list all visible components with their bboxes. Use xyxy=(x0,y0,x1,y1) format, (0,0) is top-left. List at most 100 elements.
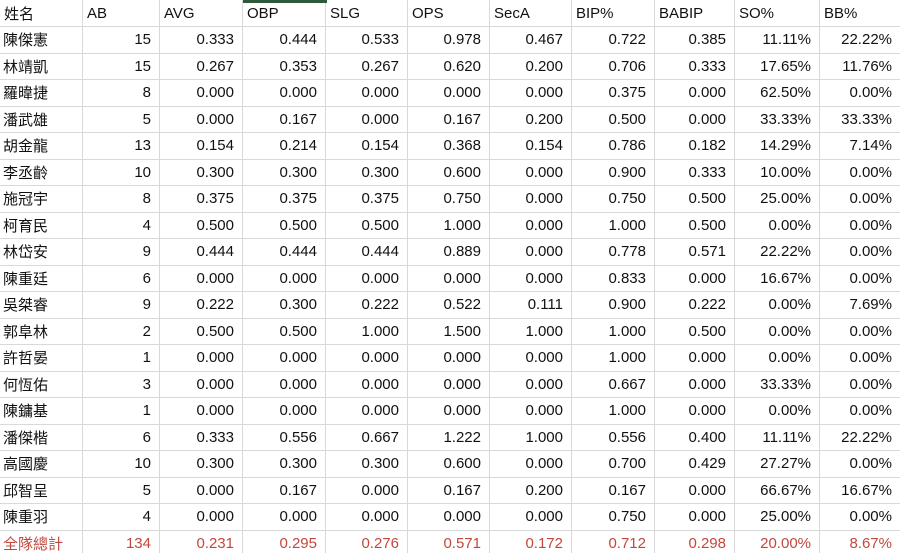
stat-cell[interactable]: 0.000 xyxy=(655,398,735,424)
stat-cell[interactable]: 1.222 xyxy=(408,424,490,450)
stat-cell[interactable]: 0.000 xyxy=(243,80,326,106)
stat-cell[interactable]: 0.000 xyxy=(160,504,243,530)
stat-cell[interactable]: 0.000 xyxy=(490,345,572,371)
stat-cell[interactable]: 0.00% xyxy=(849,455,892,473)
stat-cell[interactable]: 0.333 xyxy=(655,53,735,79)
stat-cell[interactable]: 15 xyxy=(83,27,160,53)
stat-cell[interactable]: 0.00% xyxy=(849,190,892,208)
stat-cell[interactable]: 0.200 xyxy=(490,53,572,79)
column-header-cell[interactable]: BABIP xyxy=(655,0,735,26)
stat-cell[interactable]: 0.231 xyxy=(160,530,243,553)
stat-cell[interactable]: 0.375 xyxy=(572,80,655,106)
stat-cell[interactable]: 0.750 xyxy=(572,186,655,212)
stat-cell[interactable]: 0.900 xyxy=(572,159,655,185)
column-header-cell[interactable]: AB xyxy=(83,0,160,26)
stat-cell[interactable]: 0.00% xyxy=(849,163,892,181)
player-name-cell[interactable]: 陳鏞基 xyxy=(0,398,83,424)
stat-cell[interactable]: 0.000 xyxy=(243,345,326,371)
stat-cell[interactable]: 0.154 xyxy=(326,133,408,159)
stat-cell[interactable]: 62.50% xyxy=(735,80,820,106)
player-name-cell[interactable]: 陳傑憲 xyxy=(0,27,83,53)
stat-cell[interactable]: 0.000 xyxy=(326,80,408,106)
stat-cell[interactable]: 0.600 xyxy=(408,159,490,185)
stat-cell[interactable]: 0.00% xyxy=(735,318,820,344)
stat-cell[interactable]: 0.712 xyxy=(572,530,655,553)
stat-cell[interactable]: 0.000 xyxy=(243,265,326,291)
stat-cell[interactable]: 0.000 xyxy=(490,186,572,212)
stat-cell[interactable]: 0.300 xyxy=(326,451,408,477)
stat-cell[interactable]: 0.111 xyxy=(490,292,572,318)
stat-cell[interactable]: 0.667 xyxy=(572,371,655,397)
player-name-cell[interactable]: 邱智呈 xyxy=(0,477,83,503)
column-header-cell[interactable]: SecA xyxy=(490,0,572,26)
stat-cell[interactable]: 0.620 xyxy=(408,53,490,79)
stat-cell[interactable]: 33.33% xyxy=(841,110,892,128)
stat-cell[interactable]: 0.167 xyxy=(243,477,326,503)
stat-cell[interactable]: 0.167 xyxy=(572,477,655,503)
stat-cell[interactable]: 0.444 xyxy=(326,239,408,265)
stat-cell[interactable]: 1.000 xyxy=(572,345,655,371)
column-header-cell[interactable]: 姓名 xyxy=(0,0,83,26)
stat-cell[interactable]: 1.000 xyxy=(572,318,655,344)
stat-cell[interactable]: 0.333 xyxy=(160,27,243,53)
stat-cell[interactable]: 0.500 xyxy=(243,318,326,344)
stat-cell[interactable]: 27.27% xyxy=(735,451,820,477)
stat-cell[interactable]: 0.385 xyxy=(655,27,735,53)
stat-cell[interactable]: 0.000 xyxy=(408,265,490,291)
stat-cell[interactable]: 0.000 xyxy=(490,398,572,424)
stat-cell[interactable]: 9 xyxy=(83,239,160,265)
stat-cell[interactable]: 0.182 xyxy=(655,133,735,159)
stat-cell[interactable]: 0.500 xyxy=(655,318,735,344)
stat-cell[interactable]: 0.300 xyxy=(243,292,326,318)
stat-cell[interactable]: 0.267 xyxy=(326,53,408,79)
stat-cell[interactable]: 1.500 xyxy=(408,318,490,344)
player-name-cell[interactable]: 高國慶 xyxy=(0,451,83,477)
stat-cell[interactable]: 0.00% xyxy=(849,375,892,393)
stat-cell[interactable]: 1.000 xyxy=(490,318,572,344)
column-header-cell[interactable]: OPS xyxy=(408,0,490,26)
stat-cell[interactable]: 0.500 xyxy=(160,212,243,238)
stat-cell[interactable]: 0.722 xyxy=(572,27,655,53)
stat-cell[interactable]: 0.889 xyxy=(408,239,490,265)
stat-cell[interactable]: 0.000 xyxy=(408,371,490,397)
player-name-cell[interactable]: 施冠宇 xyxy=(0,186,83,212)
stat-cell[interactable]: 9 xyxy=(83,292,160,318)
stat-cell[interactable]: 5 xyxy=(83,106,160,132)
stat-cell[interactable]: 16.67% xyxy=(841,481,892,499)
stat-cell[interactable]: 0.00% xyxy=(849,349,892,367)
player-name-cell[interactable]: 李丞齡 xyxy=(0,159,83,185)
stat-cell[interactable]: 0.00% xyxy=(735,345,820,371)
stat-cell[interactable]: 134 xyxy=(83,530,160,553)
stat-cell[interactable]: 0.276 xyxy=(326,530,408,553)
stat-cell[interactable]: 0.000 xyxy=(326,106,408,132)
stat-cell[interactable]: 33.33% xyxy=(735,371,820,397)
stat-cell[interactable]: 0.00% xyxy=(849,243,892,261)
column-header-cell[interactable]: BIP% xyxy=(572,0,655,26)
stat-cell[interactable]: 0.00% xyxy=(849,269,892,287)
stat-cell[interactable]: 8 xyxy=(83,80,160,106)
stat-cell[interactable]: 0.00% xyxy=(849,216,892,234)
stat-cell[interactable]: 0.000 xyxy=(655,345,735,371)
player-name-cell[interactable]: 陳重羽 xyxy=(0,504,83,530)
total-label-cell[interactable]: 全隊總計 xyxy=(0,530,83,553)
stat-cell[interactable]: 0.375 xyxy=(243,186,326,212)
stat-cell[interactable]: 25.00% xyxy=(735,504,820,530)
stat-cell[interactable]: 0.000 xyxy=(326,265,408,291)
stat-cell[interactable]: 0.167 xyxy=(408,477,490,503)
stat-cell[interactable]: 25.00% xyxy=(735,186,820,212)
stat-cell[interactable]: 0.500 xyxy=(655,186,735,212)
stat-cell[interactable]: 0.444 xyxy=(160,239,243,265)
stat-cell[interactable]: 0.154 xyxy=(160,133,243,159)
stat-cell[interactable]: 0.000 xyxy=(326,371,408,397)
stat-cell[interactable]: 0.000 xyxy=(243,371,326,397)
stat-cell[interactable]: 0.222 xyxy=(160,292,243,318)
stat-cell[interactable]: 4 xyxy=(83,504,160,530)
stat-cell[interactable]: 66.67% xyxy=(735,477,820,503)
stat-cell[interactable]: 6 xyxy=(83,424,160,450)
stat-cell[interactable]: 1 xyxy=(83,398,160,424)
stat-cell[interactable]: 0.000 xyxy=(655,106,735,132)
stat-cell[interactable]: 1.000 xyxy=(408,212,490,238)
player-name-cell[interactable]: 柯育民 xyxy=(0,212,83,238)
stat-cell[interactable]: 0.167 xyxy=(408,106,490,132)
stat-cell[interactable]: 0.000 xyxy=(326,504,408,530)
